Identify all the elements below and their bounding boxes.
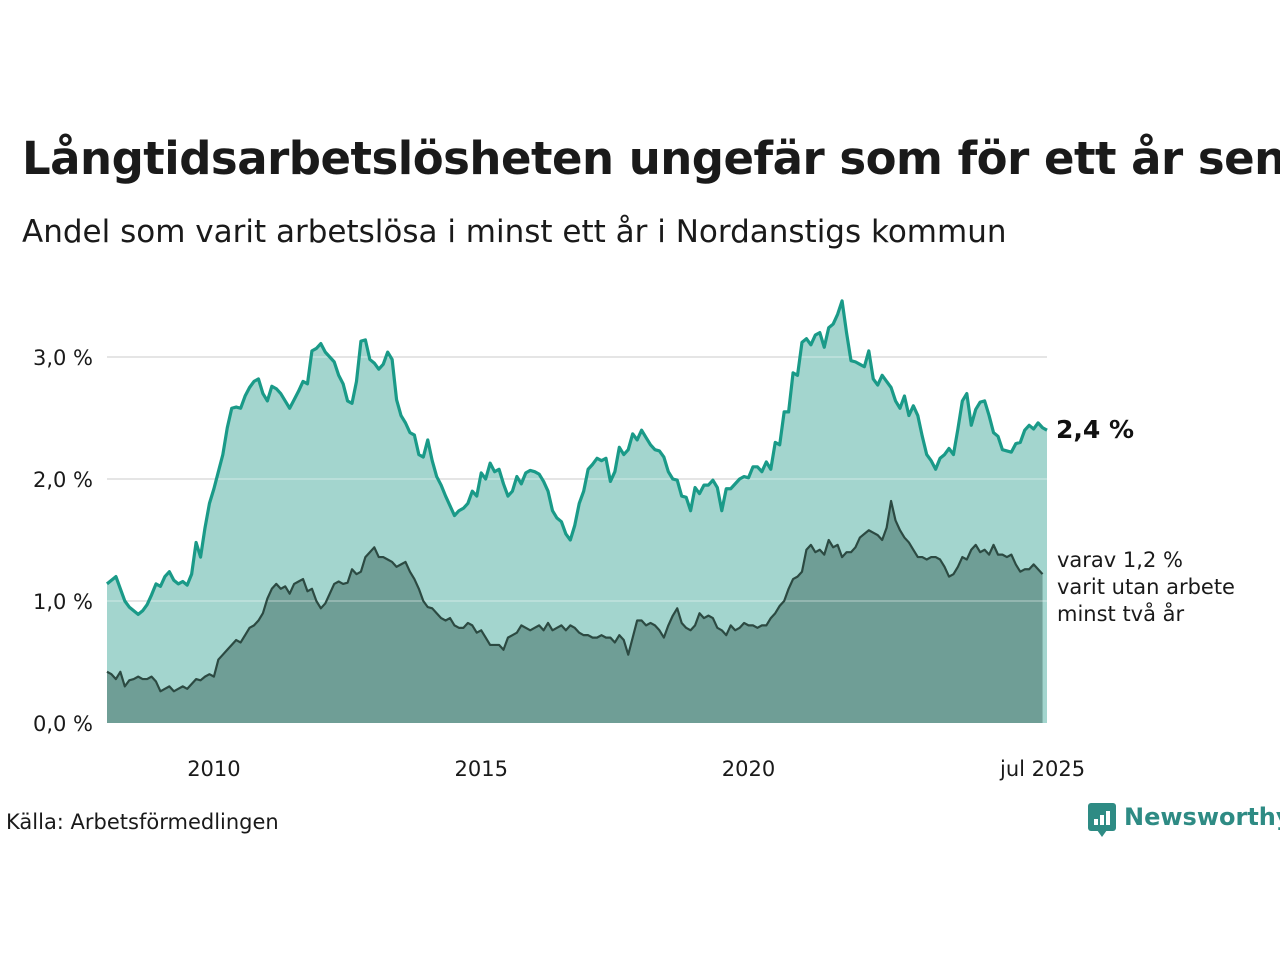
x-axis: 2010 2015 2020 jul 2025 xyxy=(187,757,1085,781)
y-tick-label: 1,0 % xyxy=(33,590,93,614)
sub-series-line xyxy=(106,499,1044,693)
chart-title: Långtidsarbetslösheten ungefär som för e… xyxy=(22,132,1280,185)
sub-series-end-label-line-1: varav 1,2 % xyxy=(1057,548,1183,572)
main-series-end-label: 2,4 % xyxy=(1056,415,1134,444)
brand-logo: Newsworthy xyxy=(1088,803,1280,837)
series-areas xyxy=(105,299,1048,723)
brand-name: Newsworthy xyxy=(1124,803,1280,831)
y-tick-label: 0,0 % xyxy=(33,712,93,736)
x-tick-label: jul 2025 xyxy=(999,757,1085,781)
sub-series-area xyxy=(107,500,1043,723)
sub-series-end-label-line-2: varit utan arbete xyxy=(1057,575,1235,599)
source-note: Källa: Arbetsförmedlingen xyxy=(6,810,279,834)
chart-subtitle: Andel som varit arbetslösa i minst ett å… xyxy=(22,214,1007,250)
y-axis: 0,0 % 1,0 % 2,0 % 3,0 % xyxy=(33,346,93,736)
x-tick-label: 2010 xyxy=(187,757,240,781)
x-tick-label: 2015 xyxy=(454,757,507,781)
newsworthy-logo-icon xyxy=(1088,803,1116,837)
sub-series-end-label-line-3: minst två år xyxy=(1057,601,1185,626)
y-tick-label: 3,0 % xyxy=(33,346,93,370)
y-tick-label: 2,0 % xyxy=(33,468,93,492)
x-tick-label: 2020 xyxy=(722,757,775,781)
main-series-line xyxy=(105,299,1048,617)
